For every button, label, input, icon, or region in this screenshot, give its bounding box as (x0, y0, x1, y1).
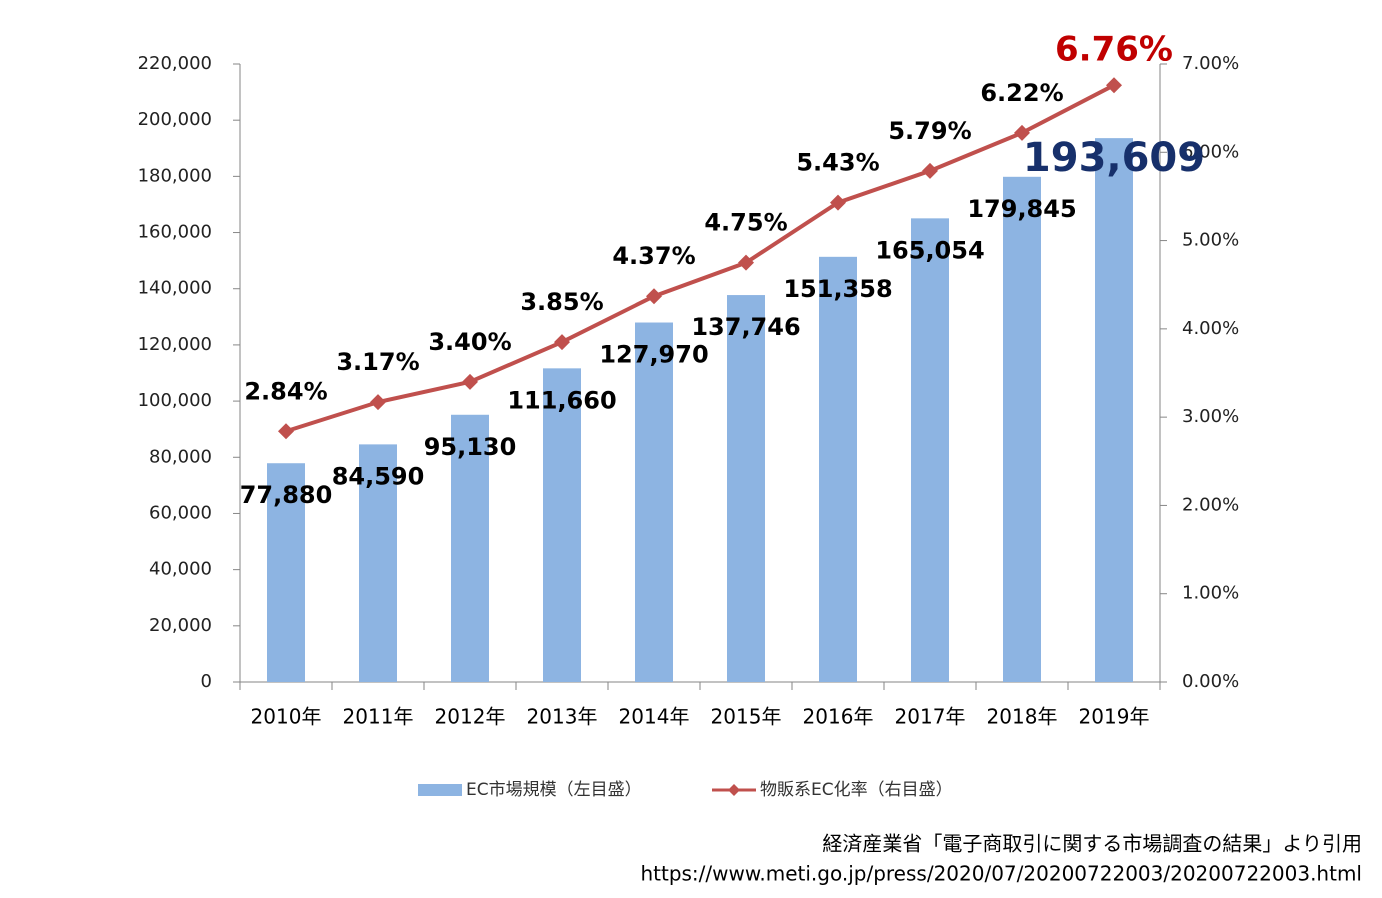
bar (911, 218, 949, 682)
bar (543, 368, 581, 682)
data-label: 193,609 (1023, 135, 1205, 181)
bar (819, 256, 857, 682)
x-tick-label: 2016年 (803, 705, 874, 729)
y-tick-label: 20,000 (149, 615, 212, 636)
y2-tick-label: 2.00% (1182, 494, 1239, 515)
x-tick-label: 2010年 (251, 705, 322, 729)
y2-tick-label: 0.00% (1182, 671, 1239, 692)
marker (646, 288, 662, 305)
data-label: 179,845 (967, 195, 1076, 223)
bar (727, 295, 765, 682)
marker (462, 373, 478, 390)
bar (267, 463, 305, 682)
y-tick-label: 100,000 (138, 390, 212, 411)
y-tick-label: 140,000 (138, 278, 212, 299)
bar (635, 322, 673, 682)
y2-tick-label: 5.00% (1182, 230, 1239, 251)
y-tick-label: 120,000 (138, 334, 212, 355)
marker (554, 334, 570, 351)
legend-marker (728, 784, 740, 796)
bar (1095, 138, 1133, 683)
y2-tick-label: 6.00% (1182, 141, 1239, 162)
y2-tick-label: 3.00% (1182, 406, 1239, 427)
y2-tick-label: 4.00% (1182, 318, 1239, 339)
x-tick-label: 2017年 (895, 705, 966, 729)
bar (1003, 176, 1041, 682)
x-tick-label: 2018年 (987, 705, 1058, 729)
data-label: 6.22% (980, 79, 1063, 107)
data-label: 5.43% (796, 149, 879, 177)
data-label: 3.40% (428, 328, 511, 356)
bar (359, 444, 397, 682)
data-label: 95,130 (424, 433, 517, 461)
data-label: 4.37% (612, 242, 695, 270)
y-tick-label: 180,000 (138, 165, 212, 186)
y-tick-label: 200,000 (138, 109, 212, 130)
x-tick-label: 2012年 (435, 705, 506, 729)
y-tick-label: 0 (201, 671, 212, 692)
legend-label: EC市場規模（左目盛） (466, 780, 642, 800)
data-label: 165,054 (875, 236, 984, 264)
data-label: 6.76% (1055, 30, 1173, 70)
y2-tick-label: 1.00% (1182, 583, 1239, 604)
legend-label: 物販系EC化率（右目盛） (760, 780, 953, 800)
bar (451, 414, 489, 682)
data-label: 151,358 (783, 275, 892, 303)
data-label: 137,746 (691, 313, 800, 341)
y-tick-label: 60,000 (149, 502, 212, 523)
data-label: 77,880 (240, 481, 333, 509)
data-label: 3.17% (336, 348, 419, 376)
marker (278, 423, 294, 440)
y-tick-label: 220,000 (138, 53, 212, 74)
y2-tick-label: 7.00% (1182, 53, 1239, 74)
line (285, 83, 1115, 434)
marker (738, 254, 754, 271)
marker (922, 162, 938, 179)
x-tick-label: 2011年 (343, 705, 414, 729)
marker (370, 394, 386, 411)
data-label: 3.85% (520, 288, 603, 316)
data-label: 5.79% (888, 117, 971, 145)
legend-swatch (418, 784, 462, 796)
x-tick-label: 2019年 (1079, 705, 1150, 729)
marker (1014, 124, 1030, 141)
marker (830, 194, 846, 211)
marker (1106, 77, 1122, 94)
source-text: 経済産業省「電子商取引に関する市場調査の結果」より引用 (822, 832, 1362, 856)
data-label: 4.75% (704, 209, 787, 237)
y-tick-label: 160,000 (138, 222, 212, 243)
data-label: 84,590 (332, 462, 425, 490)
x-tick-label: 2014年 (619, 705, 690, 729)
x-tick-label: 2013年 (527, 705, 598, 729)
data-label: 127,970 (599, 341, 708, 369)
y-tick-label: 40,000 (149, 559, 212, 580)
source-text: https://www.meti.go.jp/press/2020/07/202… (640, 862, 1362, 886)
data-label: 111,660 (507, 386, 616, 414)
x-tick-label: 2015年 (711, 705, 782, 729)
data-label: 2.84% (244, 377, 327, 405)
y-tick-label: 80,000 (149, 446, 212, 467)
